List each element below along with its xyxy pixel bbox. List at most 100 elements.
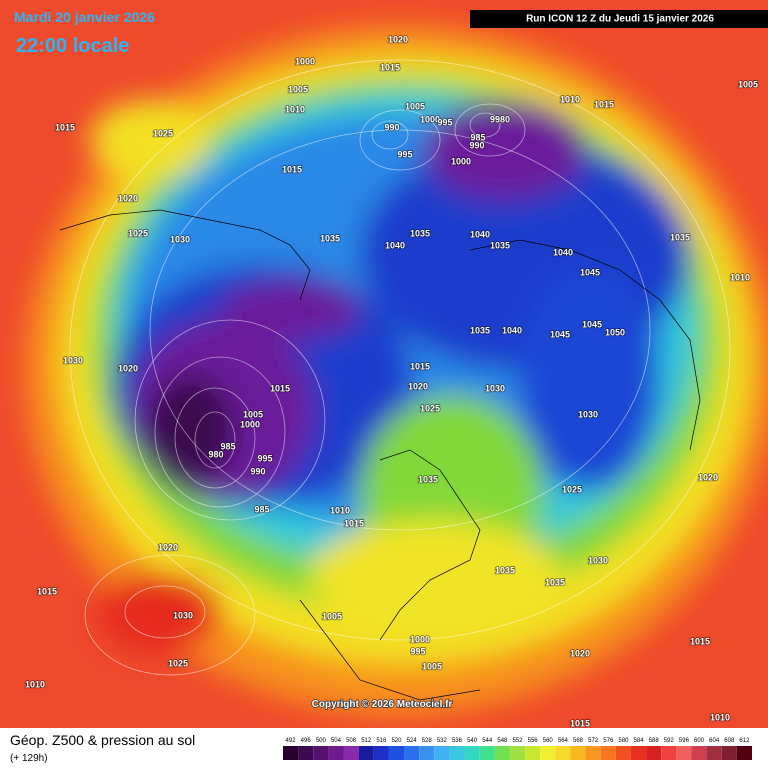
isobar-label: 1020: [570, 648, 590, 658]
scale-swatch: [661, 746, 677, 760]
isobar-label: 1035: [495, 565, 515, 575]
isobar-label: 1015: [380, 62, 400, 72]
scale-label: 588: [649, 738, 660, 744]
isobar-label: 1000: [240, 419, 260, 429]
scale-swatch: [736, 746, 752, 760]
scale-swatch: [358, 746, 374, 760]
isobar-label: 1025: [562, 484, 582, 494]
scale-label: 576: [603, 738, 614, 744]
isobar-label: 1045: [580, 267, 600, 277]
isobar-label: 1000: [451, 156, 471, 166]
scale-label: 500: [316, 738, 327, 744]
isobar-label: 1020: [158, 542, 178, 552]
isobar-label: 1015: [55, 122, 75, 132]
isobar-label: 1020: [388, 34, 408, 44]
isobar-label: 1020: [408, 381, 428, 391]
footer-title: Géop. Z500 & pression au sol: [10, 732, 195, 748]
isobar-label: 1005: [738, 79, 758, 89]
scale-swatch: [615, 746, 631, 760]
scale-label: 604: [709, 738, 720, 744]
scale-label: 584: [634, 738, 645, 744]
isobar-label: 1015: [570, 718, 590, 728]
isobar-label: 1005: [243, 409, 263, 419]
scale-swatch: [630, 746, 647, 760]
isobar-label: 1030: [485, 383, 505, 393]
scale-swatch: [600, 746, 616, 760]
isobar-label: 1020: [118, 193, 138, 203]
scale-swatch: [570, 746, 586, 760]
scale-label: 528: [422, 738, 433, 744]
scale-label: 612: [739, 738, 750, 744]
isobar-label: 1040: [470, 229, 490, 239]
scale-label: 596: [679, 738, 690, 744]
isobar-label: 1010: [25, 679, 45, 689]
scale-label: 572: [588, 738, 599, 744]
scale-label: 556: [528, 738, 539, 744]
isobar-label: 1025: [128, 228, 148, 238]
scale-label: 544: [482, 738, 493, 744]
scale-swatch: [404, 746, 420, 760]
isobar-label: 1015: [410, 361, 430, 371]
isobar-label: 1035: [490, 240, 510, 250]
scale-swatch: [328, 746, 344, 760]
scale-label: 536: [452, 738, 463, 744]
isobar-label: 985: [470, 132, 485, 142]
scale-label: 540: [467, 738, 478, 744]
scale-label: 524: [407, 738, 418, 744]
scale-swatch: [494, 746, 510, 760]
scale-label: 496: [301, 738, 312, 744]
isobar-label: 1025: [168, 658, 188, 668]
coastlines: [59, 209, 701, 701]
isobar-label: 1040: [502, 325, 522, 335]
isobar-label: 990: [384, 122, 399, 132]
isobar-label: 1010: [330, 505, 350, 515]
isobar-label: 1030: [170, 234, 190, 244]
scale-swatch: [283, 746, 299, 760]
isobar-label: 1035: [545, 577, 565, 587]
isobar-label: 1005: [422, 661, 442, 671]
scale-label: 580: [618, 738, 629, 744]
isobar-label: 1000: [410, 634, 430, 644]
isobar-label: 1020: [698, 472, 718, 482]
scale-swatch: [585, 746, 601, 760]
date: Mardi 20 janvier 2026: [14, 9, 155, 25]
isobar-label: 980: [208, 449, 223, 459]
isobar-label: 1005: [288, 84, 308, 94]
scale-swatch: [691, 746, 707, 760]
isobar-label: 1015: [344, 518, 364, 528]
isobar-label: 1015: [37, 586, 57, 596]
isobar-label: 1035: [670, 232, 690, 242]
isobar-label: 1010: [285, 104, 305, 114]
run-box: [470, 10, 768, 28]
isobars: [69, 59, 731, 676]
footer-subtitle: (+ 129h): [10, 753, 48, 764]
scale-swatch: [479, 746, 495, 760]
isobar-label: 1035: [418, 474, 438, 484]
scale-label: 520: [391, 738, 402, 744]
scale-label: 516: [376, 738, 387, 744]
run-label: Run ICON 12 Z du Jeudi 15 janvier 2026: [526, 14, 714, 25]
isobar-label: 1020: [118, 363, 138, 373]
scale-swatch: [434, 746, 450, 760]
scale-label: 532: [437, 738, 448, 744]
scale-swatch: [509, 746, 526, 760]
isobar-label: 1000: [295, 56, 315, 66]
scale-swatch: [540, 746, 556, 760]
isobar-label: 1050: [605, 327, 625, 337]
scale-swatch: [464, 746, 480, 760]
scale-label: 608: [724, 738, 735, 744]
isobar-label: 1035: [470, 325, 490, 335]
isobar-label: 990: [469, 140, 484, 150]
isobar-label: 1005: [405, 101, 425, 111]
scale-swatch: [313, 746, 329, 760]
isobar-label: 995: [437, 117, 452, 127]
scale-swatch: [721, 746, 737, 760]
isobar-label: 1015: [270, 383, 290, 393]
isobar-label: 1015: [282, 164, 302, 174]
scale-label: 492: [286, 738, 297, 744]
scale-label: 592: [664, 738, 675, 744]
scale-label: 512: [361, 738, 372, 744]
scale-label: 600: [694, 738, 705, 744]
isobar-label: 1035: [320, 233, 340, 243]
